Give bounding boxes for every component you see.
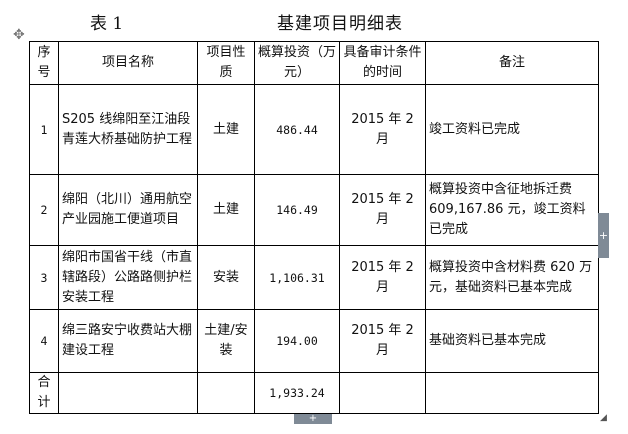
cell-no: 3 (29, 245, 59, 310)
table-row: 1 S205 线绵阳至江油段青莲大桥基础防护工程 土建 486.44 2015 … (29, 84, 599, 175)
table-row: 4 绵三路安宁收费站大棚建设工程 土建/安装 194.00 2015 年 2 月… (29, 309, 599, 373)
cell-note: 概算投资中含征地拆迁费 609,167.86 元，竣工资料已完成 (425, 174, 599, 246)
header-time: 具备审计条件的时间 (339, 41, 426, 85)
total-amount: 1,933.24 (254, 372, 340, 414)
cell-amount: 1,106.31 (254, 245, 340, 310)
cell-no: 4 (29, 309, 59, 373)
cell-note: 基础资料已基本完成 (425, 309, 599, 373)
cell-amount: 146.49 (254, 174, 340, 246)
resize-handle-icon[interactable]: ◢ (600, 413, 607, 423)
cell-time: 2015 年 2 月 (339, 84, 426, 175)
table-title: 基建项目明细表 (277, 14, 403, 34)
header-amount: 概算投资（万元） (254, 41, 340, 85)
add-row-plus-icon[interactable]: + (294, 414, 332, 424)
cell-type: 土建 (197, 84, 255, 175)
cell-type: 土建/安装 (197, 309, 255, 373)
total-row: 合计 1,933.24 (29, 372, 599, 414)
cell-empty (197, 372, 255, 414)
cell-no: 2 (29, 174, 59, 246)
header-note: 备注 (425, 41, 599, 85)
cell-amount: 194.00 (254, 309, 340, 373)
cell-name: 绵阳（北川）通用航空产业园施工便道项目 (58, 174, 198, 246)
cell-empty (339, 372, 426, 414)
header-type: 项目性质 (197, 41, 255, 85)
cell-note: 概算投资中含材料费 620 万元，基础资料已基本完成 (425, 245, 599, 310)
cell-name: S205 线绵阳至江油段青莲大桥基础防护工程 (58, 84, 198, 175)
table-row: 3 绵阳市国省干线（市直辖路段）公路路侧护栏安装工程 安装 1,106.31 2… (29, 245, 599, 310)
cell-type: 安装 (197, 245, 255, 310)
total-label: 合计 (29, 372, 59, 414)
cell-empty (425, 372, 599, 414)
table-row: 2 绵阳（北川）通用航空产业园施工便道项目 土建 146.49 2015 年 2… (29, 174, 599, 246)
cell-name: 绵阳市国省干线（市直辖路段）公路路侧护栏安装工程 (58, 245, 198, 310)
cell-time: 2015 年 2 月 (339, 309, 426, 373)
project-table: 序号 项目名称 项目性质 概算投资（万元） 具备审计条件的时间 备注 1 S20… (29, 41, 599, 414)
cell-amount: 486.44 (254, 84, 340, 175)
cell-no: 1 (29, 84, 59, 175)
cell-note: 竣工资料已完成 (425, 84, 599, 175)
cell-empty (58, 372, 198, 414)
table-label: 表 1 (90, 14, 124, 34)
cell-time: 2015 年 2 月 (339, 174, 426, 246)
cell-time: 2015 年 2 月 (339, 245, 426, 310)
header-row: 序号 项目名称 项目性质 概算投资（万元） 具备审计条件的时间 备注 (29, 41, 599, 85)
add-column-plus-icon[interactable]: + (598, 213, 609, 258)
header-no: 序号 (29, 41, 59, 85)
move-handle-icon[interactable]: ✥ (13, 27, 25, 43)
header-name: 项目名称 (58, 41, 198, 85)
cell-type: 土建 (197, 174, 255, 246)
cell-name: 绵三路安宁收费站大棚建设工程 (58, 309, 198, 373)
